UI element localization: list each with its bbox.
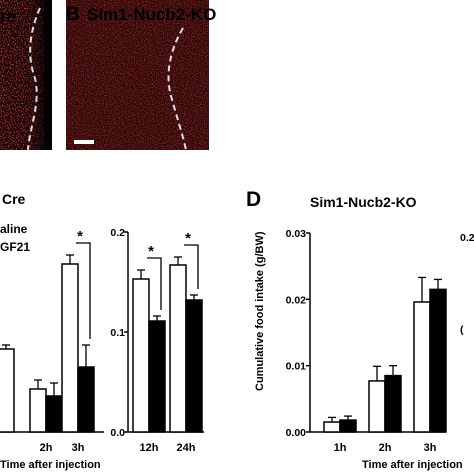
x-tick-label: 2h (40, 442, 53, 454)
bar-saline (132, 278, 150, 433)
chart-d: 0.00 0.01 0.02 0.03 1h 2h 3h (286, 228, 447, 454)
x-axis-label-d: Time after injection (362, 459, 463, 471)
right-edge-tick-label: ( (460, 324, 464, 336)
boundary-dashed-line (27, 7, 41, 151)
y-axis-label: Cumulative food intake (g/BW) (254, 231, 266, 391)
bar-saline (0, 348, 15, 433)
x-tick-label: 2h (379, 442, 392, 454)
bar-fgf21 (45, 395, 63, 433)
bar-saline (368, 380, 386, 433)
bar-fgf21 (185, 299, 203, 433)
bar-saline (323, 421, 341, 433)
scale-bar (74, 140, 94, 144)
bar-fgf21 (384, 374, 402, 433)
svg-text:,: , (204, 82, 207, 92)
bar-saline (29, 388, 47, 433)
chart-c-left: 2h * 3h (0, 228, 104, 454)
right-edge-tick-label: 0.2 (460, 232, 474, 244)
significance-bracket (76, 242, 91, 339)
bar-fgf21 (77, 366, 95, 433)
boundary-dashed-line (167, 27, 187, 151)
bar-saline (413, 301, 431, 433)
y-tick-label: 0.03 (286, 228, 307, 240)
x-axis-label-c: Time after injection (0, 459, 101, 471)
significance-bracket (147, 257, 162, 310)
legend-label-fgf21: GF21 (0, 240, 30, 254)
bar-saline (61, 263, 79, 433)
significance-bracket (184, 244, 199, 289)
micrograph-b: B Sim1-Nucb2-KO (66, 0, 216, 151)
x-tick-label: 3h (72, 442, 85, 454)
legend: aline GF21 (0, 222, 30, 254)
y-tick-label: 0.1 (110, 327, 125, 339)
micrograph-a-label: re (0, 7, 16, 26)
x-tick-label: 24h (177, 442, 196, 454)
bar-saline (169, 264, 187, 433)
legend-label-saline: aline (0, 222, 28, 236)
panel-c-title: Cre (2, 191, 26, 207)
significance-star: * (148, 243, 154, 260)
x-tick-label: 3h (424, 442, 437, 454)
x-tick-label: 12h (140, 442, 159, 454)
x-tick-label: 1h (334, 442, 347, 454)
significance-star: * (185, 230, 191, 247)
micrograph-a: re (0, 0, 52, 151)
bar-fgf21 (429, 288, 447, 433)
y-tick-label: 0.02 (286, 294, 307, 306)
panel-b-title: Sim1-Nucb2-KO (87, 5, 216, 24)
significance-star: * (77, 228, 83, 245)
panel-c: Cre aline GF21 2h * 3h 0.0 0.1 0.2 * 12h * 24h (0, 191, 204, 454)
y-tick-label: 0.0 (110, 427, 125, 439)
panel-d-title: Sim1-Nucb2-KO (310, 194, 417, 210)
bar-fgf21 (339, 419, 357, 433)
panel-d-letter: D (246, 188, 261, 211)
panel-b-letter: B (66, 4, 80, 25)
chart-c-right: 0.0 0.1 0.2 * 12h * 24h (110, 227, 204, 454)
y-tick-label: 0.2 (110, 227, 125, 239)
y-tick-label: 0.00 (286, 427, 307, 439)
y-tick-label: 0.01 (286, 361, 307, 373)
bar-fgf21 (148, 320, 166, 433)
panel-d: D Sim1-Nucb2-KO Cumulative food intake (… (246, 188, 474, 454)
